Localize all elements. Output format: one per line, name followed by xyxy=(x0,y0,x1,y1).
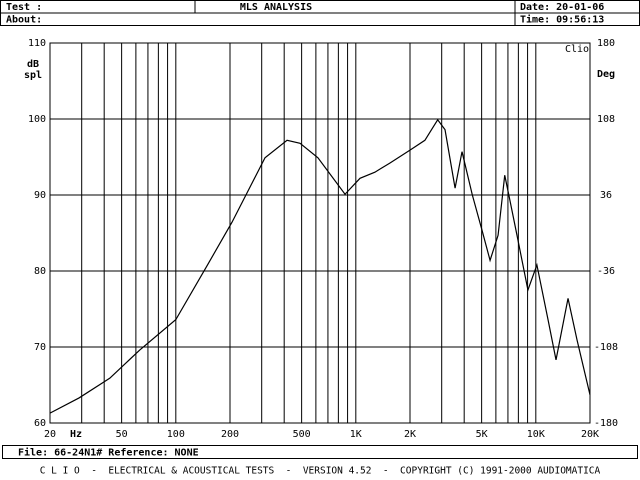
x-tick-label: 10K xyxy=(527,429,545,440)
x-tick-label: 20K xyxy=(581,429,599,440)
y-axis-label: dB xyxy=(27,59,39,70)
credits: C L I O - ELECTRICAL & ACOUSTICAL TESTS … xyxy=(40,466,601,477)
y-axis-label: spl xyxy=(24,70,42,81)
x-tick-label: 50 xyxy=(116,429,128,440)
test-label: Test : xyxy=(6,2,42,13)
y2-tick-label: 108 xyxy=(597,114,615,125)
y2-tick-label: 36 xyxy=(600,190,612,201)
about-label: About: xyxy=(6,15,42,26)
y2-tick-label: -36 xyxy=(597,266,615,277)
x-tick-label: 200 xyxy=(221,429,239,440)
y-tick-label: 100 xyxy=(28,114,46,125)
x-tick-label: 20 xyxy=(44,429,56,440)
file-info: File: 66-24N1# Reference: NONE xyxy=(18,447,199,459)
y-tick-label: 90 xyxy=(34,190,46,201)
x-tick-label: 100 xyxy=(167,429,185,440)
x-unit-label: Hz xyxy=(70,429,82,440)
plot-frame xyxy=(49,42,591,424)
x-tick-label: 2K xyxy=(404,429,416,440)
y2-tick-label: 180 xyxy=(597,38,615,49)
badge: Clio xyxy=(565,44,589,55)
date: Date: 20-01-06 xyxy=(520,2,604,13)
y-tick-label: 80 xyxy=(34,266,46,277)
y2-axis-label: Deg xyxy=(597,69,615,80)
x-tick-label: 1K xyxy=(350,429,362,440)
footer-frame xyxy=(2,445,638,459)
window-title: MLS ANALYSIS xyxy=(240,2,312,13)
y2-tick-label: -180 xyxy=(594,418,618,429)
y-tick-label: 110 xyxy=(28,38,46,49)
y-tick-label: 70 xyxy=(34,342,46,353)
response-curve xyxy=(49,118,591,414)
y2-tick-label: -108 xyxy=(594,342,618,353)
x-tick-label: 5K xyxy=(476,429,488,440)
time: Time: 09:56:13 xyxy=(520,14,604,26)
y-tick-label: 60 xyxy=(34,418,46,429)
x-tick-label: 500 xyxy=(293,429,311,440)
